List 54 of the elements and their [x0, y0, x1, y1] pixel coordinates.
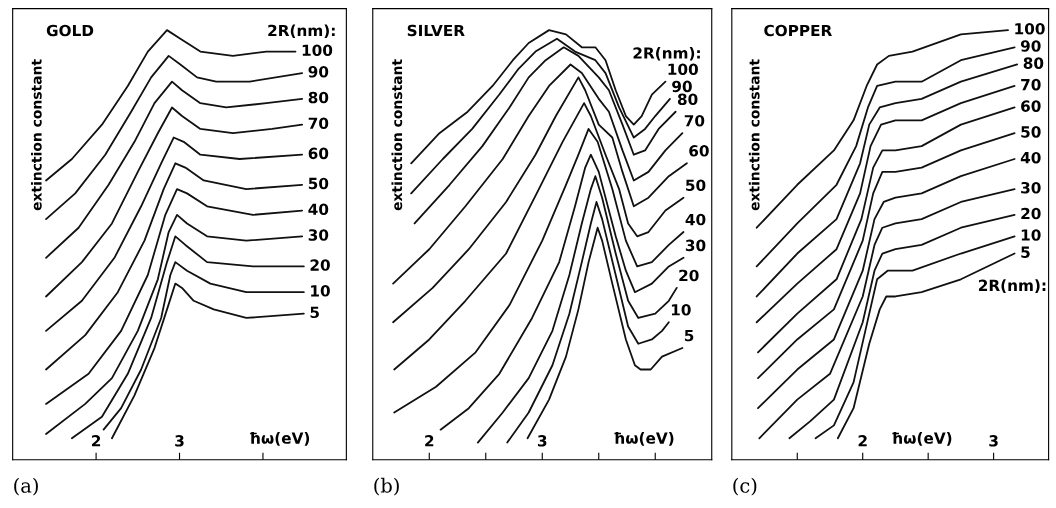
series-label: 60 — [1021, 100, 1041, 112]
series-label: 40 — [308, 203, 329, 215]
annotation: 2R(nm): — [978, 279, 1046, 293]
series-label: 70 — [308, 117, 329, 130]
series-label: 5 — [684, 330, 694, 342]
x-tick-label: 2 — [91, 435, 101, 447]
series-label: 100 — [1015, 22, 1045, 35]
series-label: 10 — [1021, 229, 1041, 241]
series-label: 50 — [1021, 126, 1041, 138]
series-label: 5 — [1021, 246, 1030, 258]
annotation: 2R(nm): — [268, 24, 335, 39]
series-label: 70 — [1021, 78, 1041, 91]
text: (a) — [14, 477, 38, 496]
series-label: 90 — [672, 80, 692, 93]
text: (b) — [374, 477, 399, 496]
series-label: 20 — [310, 259, 330, 271]
x-axis-title: ħω(eV) — [892, 432, 952, 446]
series-label: 70 — [684, 114, 705, 127]
series-label: 30 — [685, 239, 706, 252]
series-label: 90 — [1020, 40, 1041, 52]
series-label: 90 — [308, 65, 329, 78]
series-label: 20 — [679, 269, 699, 282]
x-tick-label: 2 — [425, 435, 434, 447]
x-tick-label: 3 — [989, 435, 998, 447]
x-tick-label: 3 — [537, 435, 547, 447]
x-axis-title: ħω(eV) — [250, 432, 310, 446]
series-label: 60 — [689, 145, 709, 157]
series-label: 50 — [308, 177, 329, 190]
text: (c) — [733, 477, 757, 496]
chart-title: GOLD — [46, 24, 94, 37]
series-label: 80 — [677, 93, 698, 106]
x-axis-title: ħω(eV) — [614, 432, 674, 446]
series-label: 40 — [1020, 151, 1041, 164]
x-tick-label: 3 — [175, 435, 184, 447]
series-label: 60 — [308, 147, 329, 160]
series-label: 5 — [310, 306, 319, 319]
series-label: 30 — [1021, 181, 1041, 194]
annotation: 2R(nm): — [633, 47, 700, 61]
chart-title: COPPER — [764, 24, 832, 37]
series-label: 80 — [1023, 57, 1044, 69]
series-label: 20 — [1021, 207, 1041, 220]
series-label: 30 — [308, 229, 329, 241]
series-label: 10 — [311, 285, 330, 297]
series-label: 10 — [671, 304, 691, 316]
series-label: 100 — [302, 44, 333, 57]
series-label: 50 — [686, 179, 706, 191]
x-tick-label: 2 — [858, 435, 867, 447]
y-axis-title: extinction constant — [391, 59, 403, 211]
series-label: 40 — [685, 213, 706, 226]
y-axis-title: extinction constant — [30, 59, 42, 211]
y-axis-title: extinction constant — [748, 59, 760, 211]
series-label: 80 — [308, 91, 329, 104]
chart-title: SILVER — [407, 24, 465, 37]
series-label: 100 — [668, 63, 698, 75]
